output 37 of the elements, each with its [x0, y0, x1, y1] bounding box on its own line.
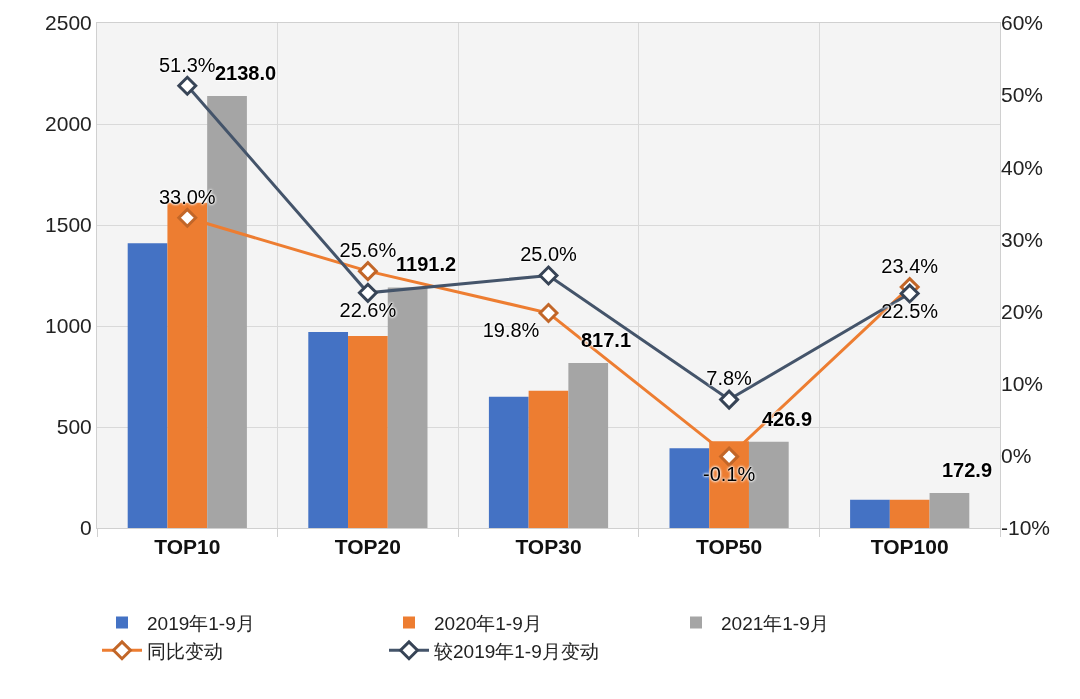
data-label: 22.5% — [881, 299, 939, 322]
y2-tick-label: 30% — [1001, 227, 1044, 251]
data-label: 817.1 — [581, 329, 632, 351]
legend-label: 2019年1-9月 — [147, 613, 255, 635]
y-tick-label: 1000 — [45, 314, 92, 338]
x-tick-label: TOP100 — [870, 535, 949, 559]
y-tick-label: 0 — [80, 516, 92, 540]
y-tick-label: 2000 — [45, 112, 92, 136]
x-tick-label: TOP20 — [334, 535, 401, 559]
legend-label: 较2019年1-9月变动 — [434, 640, 599, 662]
y-tick-label: 500 — [56, 415, 92, 439]
y2-tick-label: 40% — [1001, 155, 1044, 179]
y2-tick-label: 50% — [1001, 83, 1044, 107]
y-tick-label: 2500 — [45, 11, 92, 35]
y2-tick-label: 0% — [1001, 444, 1032, 468]
legend-label: 2021年1-9月 — [721, 613, 829, 635]
data-label: 1191.2 — [396, 253, 457, 275]
y2-tick-label: 60% — [1001, 11, 1044, 35]
legend-label: 2020年1-9月 — [434, 613, 542, 635]
data-label: 22.6% — [339, 298, 397, 321]
data-label: 19.8% — [482, 319, 540, 342]
data-label: 23.4% — [881, 254, 939, 277]
x-tick-label: TOP10 — [154, 535, 221, 559]
y2-tick-label: -10% — [1001, 516, 1051, 540]
y-tick-label: 1500 — [45, 213, 92, 237]
data-label: 33.0% — [158, 185, 216, 208]
legend-label: 同比变动 — [147, 640, 223, 662]
data-label: 2138.0 — [215, 62, 277, 84]
y2-tick-label: 20% — [1001, 299, 1044, 323]
data-label: 7.8% — [706, 367, 753, 390]
data-label: 25.6% — [339, 239, 397, 262]
data-label: 51.3% — [158, 53, 216, 76]
y2-tick-label: 10% — [1001, 372, 1044, 396]
data-label: 172.9 — [942, 459, 993, 481]
x-tick-label: TOP50 — [696, 535, 763, 559]
data-label: 25.0% — [520, 243, 578, 266]
x-tick-label: TOP30 — [515, 535, 582, 559]
